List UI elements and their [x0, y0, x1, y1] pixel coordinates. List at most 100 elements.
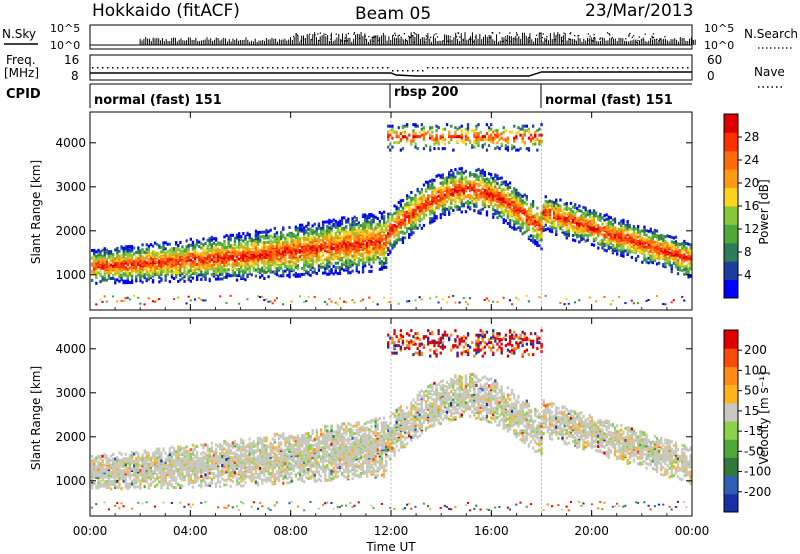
power-cell: [219, 277, 221, 280]
power-cell: [139, 267, 141, 270]
power-cell: [419, 191, 421, 194]
power-cell: [469, 180, 471, 183]
power-cell: [270, 269, 272, 272]
nave-point: [332, 67, 334, 69]
power-cell: [425, 214, 427, 217]
power-cell: [461, 167, 463, 170]
power-cell: [585, 207, 587, 210]
nsearch-point: [609, 34, 610, 35]
power-cell: [288, 226, 290, 229]
power-cell: [169, 264, 171, 267]
power-cell: [322, 272, 324, 275]
power-cell: [412, 138, 414, 141]
power-cell: [444, 143, 446, 146]
power-cell: [343, 269, 345, 272]
power-cell: [190, 238, 192, 241]
power-cell: [566, 227, 568, 230]
power-cell: [368, 270, 370, 273]
power-cell: [249, 269, 251, 272]
power-cell: [276, 267, 278, 270]
power-cell: [261, 241, 263, 244]
power-cell: [225, 234, 227, 237]
power-cell: [570, 221, 572, 224]
power-cell: [330, 301, 332, 303]
power-cell: [123, 254, 125, 257]
nave-point: [187, 67, 189, 69]
power-cell: [198, 273, 200, 276]
power-cell: [278, 264, 280, 267]
nave-point: [437, 67, 439, 69]
power-cell: [183, 262, 185, 265]
power-cell: [463, 195, 465, 198]
power-cell: [213, 237, 215, 240]
power-cell: [595, 300, 597, 302]
nsearch-point: [629, 34, 630, 35]
power-cell: [141, 255, 143, 258]
power-cell: [433, 200, 435, 203]
power-cell: [477, 178, 479, 181]
power-cell: [435, 141, 437, 144]
power-cell: [402, 241, 404, 244]
power-cell: [196, 278, 198, 281]
power-cell: [179, 241, 181, 244]
power-cell: [251, 243, 253, 246]
power-cell: [291, 265, 293, 268]
power-cell: [169, 243, 171, 246]
power-cell: [576, 207, 578, 210]
power-cell: [522, 128, 524, 131]
power-cell: [368, 213, 370, 216]
power-cell: [343, 234, 345, 237]
power-cell: [597, 242, 599, 245]
power-cell: [547, 227, 549, 230]
power-cell: [326, 220, 328, 223]
power-cell: [200, 267, 202, 270]
nave-point: [307, 67, 309, 69]
freq-panel: Freq. [MHz] 16 8 60 0 Nave: [4, 53, 785, 87]
power-cell: [421, 191, 423, 194]
power-cell: [97, 249, 99, 252]
power-cell: [429, 137, 431, 140]
power-cell: [402, 199, 404, 202]
power-cell: [608, 241, 610, 244]
power-cell: [616, 236, 618, 239]
power-cell: [255, 260, 257, 263]
power-cell: [335, 266, 337, 269]
power-cell: [486, 178, 488, 181]
power-cell: [129, 259, 131, 262]
power-cell: [255, 269, 257, 272]
power-cell: [393, 227, 395, 230]
power-cell: [322, 266, 324, 269]
power-cell: [93, 265, 95, 268]
power-cell: [488, 138, 490, 141]
nsearch-point: [578, 35, 579, 36]
power-cell: [555, 233, 557, 236]
power-cell: [341, 251, 343, 254]
nsearch-point: [393, 35, 394, 36]
power-cell: [190, 259, 192, 262]
power-cell: [330, 268, 332, 271]
power-cell: [599, 213, 601, 216]
power-cell: [190, 299, 192, 301]
power-cell: [280, 267, 282, 270]
power-cell: [519, 147, 521, 150]
nsearch-point: [411, 35, 412, 36]
power-cell: [423, 137, 425, 140]
power-cell: [194, 272, 196, 275]
power-cell: [572, 213, 574, 216]
power-cell: [463, 171, 465, 174]
power-cell: [261, 270, 263, 273]
power-cell: [566, 230, 568, 233]
power-cell: [561, 229, 563, 232]
power-cell: [606, 213, 608, 216]
power-cell: [612, 223, 614, 226]
power-cell: [574, 206, 576, 209]
power-cell: [251, 251, 253, 254]
power-cell: [234, 271, 236, 274]
power-cell: [333, 239, 335, 242]
power-cell: [326, 262, 328, 265]
power-cell: [469, 140, 471, 143]
power-cell: [475, 182, 477, 185]
power-cell: [475, 188, 477, 191]
power-cell: [114, 268, 116, 271]
power-cell: [236, 234, 238, 237]
